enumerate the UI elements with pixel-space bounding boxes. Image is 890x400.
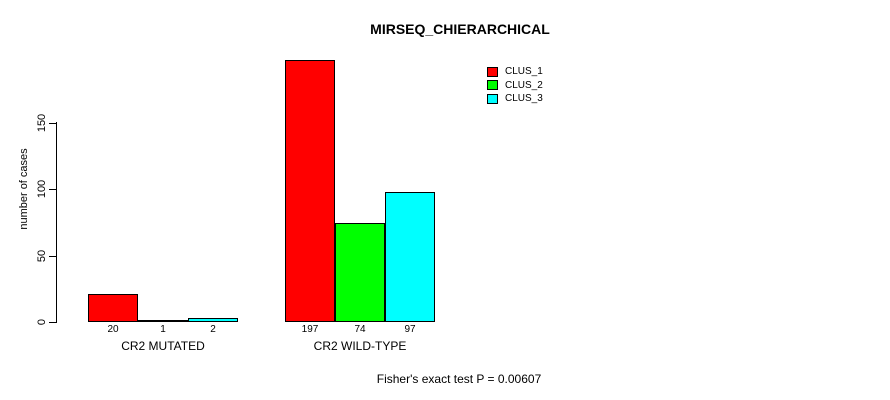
bar-clus1-cr2-mutated	[88, 294, 138, 322]
y-axis-line	[56, 122, 57, 322]
bar-clus3-cr2-wild-type	[385, 192, 435, 322]
legend-label-clus2: CLUS_2	[505, 79, 543, 91]
bar-clus2-cr2-wild-type	[335, 223, 385, 322]
y-tick-0	[49, 322, 57, 323]
y-tick-label-150: 150	[36, 113, 48, 133]
legend-item-clus3: CLUS_3	[487, 92, 543, 106]
bar-value-label: 197	[301, 324, 319, 335]
legend: CLUS_1 CLUS_2 CLUS_3	[487, 65, 543, 106]
chart-title: MIRSEQ_CHIERARCHICAL	[370, 21, 550, 37]
legend-swatch-clus3	[487, 93, 498, 104]
bar-clus1-cr2-wild-type	[285, 60, 335, 322]
fisher-test-annotation: Fisher's exact test P = 0.00607	[376, 372, 542, 386]
bar-clus3-cr2-mutated	[188, 318, 238, 322]
legend-label-clus1: CLUS_1	[505, 66, 543, 78]
bar-value-label: 2	[210, 324, 216, 335]
y-tick-label-100: 100	[36, 179, 48, 199]
bar-value-label: 20	[107, 324, 119, 335]
bar-clus2-cr2-mutated	[138, 320, 188, 322]
bar-value-label: 1	[160, 324, 166, 335]
group-label-cr2-mutated: CR2 MUTATED	[121, 339, 205, 353]
legend-item-clus2: CLUS_2	[487, 79, 543, 93]
group-label-cr2-wild-type: CR2 WILD-TYPE	[313, 339, 407, 353]
legend-label-clus3: CLUS_3	[505, 93, 543, 105]
y-axis-label: number of cases	[18, 148, 30, 230]
y-tick-50	[49, 256, 57, 257]
y-tick-100	[49, 189, 57, 190]
legend-swatch-clus2	[487, 80, 498, 91]
legend-item-clus1: CLUS_1	[487, 65, 543, 79]
y-tick-label-50: 50	[36, 249, 48, 263]
y-tick-label-0: 0	[36, 318, 48, 326]
legend-swatch-clus1	[487, 66, 498, 77]
y-tick-150	[49, 123, 57, 124]
bar-value-label: 97	[404, 324, 416, 335]
bar-value-label: 74	[354, 324, 366, 335]
